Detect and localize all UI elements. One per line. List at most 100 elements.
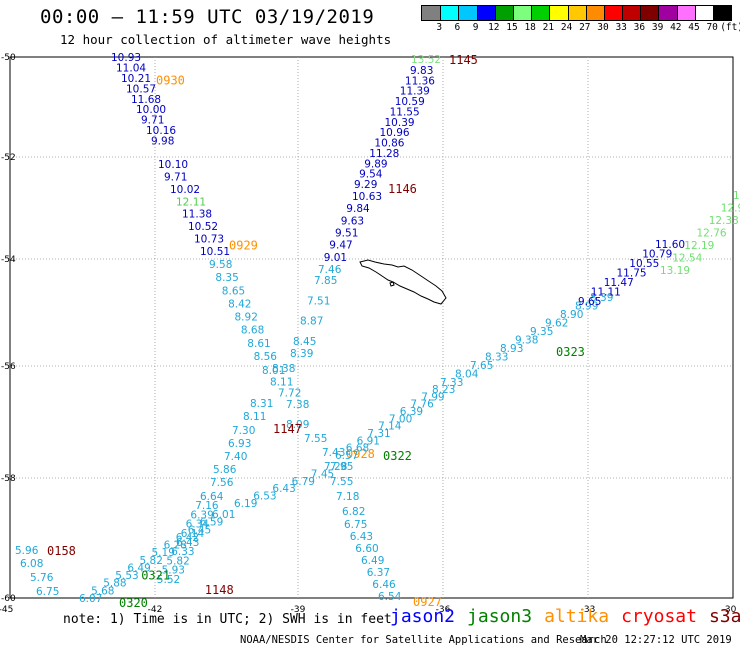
wave-height-reading: 6.45 — [188, 524, 211, 536]
scale-tick-label: 18 — [524, 22, 536, 33]
wave-height-reading: 11.47 — [604, 277, 634, 289]
wave-height-reading: 7.33 — [440, 377, 463, 389]
wave-height-reading: 11.28 — [369, 148, 399, 160]
wave-height-reading: 5.52 — [157, 574, 180, 586]
wave-height-reading: 6.46 — [372, 579, 396, 591]
wave-height-reading: 13 — [733, 190, 740, 202]
wave-height-reading: 6.75 — [36, 586, 59, 598]
credit-text: NOAA/NESDIS Center for Satellite Applica… — [240, 634, 607, 646]
wave-height-reading: 6.08 — [20, 558, 43, 570]
scale-tick-label: 27 — [579, 22, 591, 33]
satellite-cryosat: cryosat — [621, 606, 697, 627]
wave-height-reading: 10.79 — [642, 249, 672, 261]
wave-height-reading: 8.01 — [262, 365, 285, 377]
wave-height-reading: 10.21 — [121, 73, 151, 85]
wave-height-reading: 8.39 — [590, 292, 613, 304]
wave-height-reading: 11.38 — [182, 209, 212, 221]
south-georgia-island — [359, 259, 447, 305]
scale-swatch — [422, 6, 441, 20]
wave-height-reading: 5.53 — [115, 570, 138, 582]
wave-height-reading: 8.09 — [286, 419, 309, 431]
pass-time-label: 0930 — [156, 73, 185, 87]
y-axis-label: -54 — [1, 255, 16, 265]
wave-height-reading: 10.52 — [188, 221, 218, 233]
wave-height-reading: 6.43 — [350, 531, 373, 543]
wave-height-reading: 9.58 — [209, 259, 232, 271]
pass-time-label: 0321 — [141, 569, 170, 583]
wave-height-reading: 10.00 — [136, 104, 166, 116]
track-t1: 10.9311.0410.2110.5711.6810.009.7110.169… — [111, 52, 442, 609]
wave-height-reading: 7.31 — [367, 428, 390, 440]
wave-height-reading: 11.60 — [655, 239, 685, 251]
wave-height-reading: 6.53 — [253, 491, 276, 503]
page-subtitle: 12 hour collection of altimeter wave hei… — [60, 32, 392, 47]
wave-height-reading: 9.98 — [151, 136, 174, 148]
wave-height-reading: 9.62 — [545, 318, 568, 330]
wave-height-reading: 8.90 — [560, 309, 583, 321]
pass-time-label: 1146 — [388, 182, 417, 196]
wave-height-reading: 8.33 — [485, 352, 508, 364]
x-axis-label: -36 — [436, 605, 451, 615]
scale-tick-label: 6 — [454, 22, 461, 33]
wave-height-reading: 8.11 — [270, 376, 293, 388]
scale-swatch — [694, 6, 713, 20]
x-axis-label: -42 — [148, 605, 163, 615]
wave-height-reading: 6.07 — [79, 593, 102, 605]
scale-tick-label: 42 — [670, 22, 682, 33]
wave-height-reading: 9.63 — [341, 215, 364, 227]
wave-height-reading: 5.68 — [91, 585, 114, 597]
scale-tick-label: 12 — [488, 22, 500, 33]
x-axis-label: -30 — [722, 605, 737, 615]
wave-height-reading: 5.96 — [15, 545, 39, 557]
wave-height-reading: 9.71 — [141, 115, 164, 127]
scale-tick-label: 15 — [506, 22, 518, 33]
wave-height-reading: 7.30 — [232, 425, 255, 437]
wave-height-reading: 6.49 — [361, 555, 384, 567]
wave-height-reading: 7.00 — [389, 413, 412, 425]
wave-height-reading: 6.28 — [164, 540, 187, 552]
x-axis-label: -45 — [0, 605, 13, 615]
wave-height-reading: 7.51 — [307, 295, 330, 307]
wave-height-reading: 12.11 — [176, 196, 206, 208]
credit-timestamp: Mar 20 12:27:12 UTC 2019 — [580, 634, 732, 646]
wave-height-reading: 10.96 — [380, 127, 410, 139]
wave-height-reading: 7.85 — [314, 275, 337, 287]
wave-height-reading: 7.56 — [210, 477, 234, 489]
track-t2: 13.529.8311.3611.3910.5911.5510.3910.961… — [157, 53, 478, 597]
wave-height-reading: 10.59 — [395, 96, 425, 108]
wave-height-reading: 8.93 — [500, 343, 523, 355]
wave-height-reading: 13.52 — [411, 54, 441, 66]
wave-height-reading: 7.95 — [330, 461, 353, 473]
wave-height-reading: 6.91 — [357, 435, 380, 447]
pass-time-label: 0320 — [119, 596, 148, 610]
scale-swatch — [713, 6, 732, 20]
wave-height-reading: 5.88 — [103, 578, 126, 590]
scale-unit: (ft) — [720, 22, 740, 33]
pass-time-label: 0158 — [47, 544, 76, 558]
scale-tick-label: 39 — [651, 22, 664, 33]
wave-height-reading: 6.82 — [342, 506, 365, 518]
wave-height-reading: 6.37 — [367, 567, 390, 579]
wave-height-reading: 8.38 — [272, 363, 295, 375]
wave-height-reading: 9.47 — [329, 240, 352, 252]
wave-height-reading: 6.49 — [127, 563, 150, 575]
y-axis-label: -58 — [1, 474, 16, 484]
axis-labels: -45 -42 -39 -36 -33 -30 -50 -52 -54 -56 -58 -60 — [0, 53, 737, 615]
wave-height-reading: 6.39 — [400, 406, 423, 418]
wave-height-reading: 7.55 — [304, 433, 327, 445]
wave-height-reading: 8.23 — [432, 384, 455, 396]
y-axis-label: -50 — [1, 53, 16, 63]
wave-height-reading: 10.39 — [385, 117, 415, 129]
wave-height-reading: 12.19 — [684, 240, 714, 252]
pass-time-label: 0322 — [383, 449, 412, 463]
wave-height-reading: 11.39 — [400, 86, 430, 98]
satellite-jason2: jason2 — [390, 606, 456, 627]
wave-height-reading: 6.93 — [228, 438, 251, 450]
wave-height-reading: 10.55 — [629, 258, 659, 270]
wave-height-reading: 12.33 — [709, 215, 739, 227]
wave-height-reading: 6.68 — [346, 443, 369, 455]
wave-height-reading: 6.79 — [292, 476, 315, 488]
scale-swatch — [440, 6, 459, 20]
wave-height-reading: 6.64 — [200, 491, 224, 503]
wave-height-reading: 6.54 — [378, 591, 402, 603]
